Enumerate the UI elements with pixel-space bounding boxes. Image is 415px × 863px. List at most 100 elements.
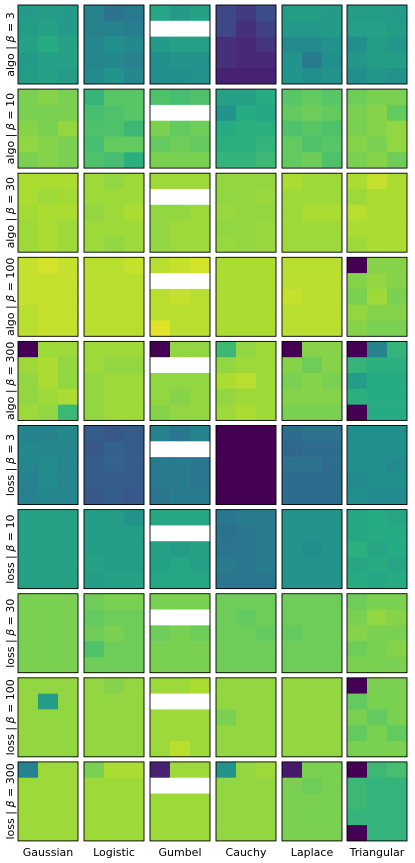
heatmap-cell [387,136,408,153]
heatmap-cell [170,257,191,274]
heatmap-cell [58,472,79,489]
heatmap-cell [170,104,191,121]
heatmap-cell [322,204,343,221]
heatmap-cell [104,5,125,22]
row-label: loss | β = 10 [4,514,17,583]
heatmap-cell [302,68,323,85]
heatmap-cell [18,36,39,53]
heatmap-cell [302,120,323,137]
panel-frame [83,509,145,590]
heatmap-cell [302,104,323,121]
heatmap-cell [124,152,145,169]
panel-frame [17,509,79,590]
heatmap-cell [38,189,59,206]
heatmap-cell [18,189,39,206]
panel-frame [17,340,79,421]
panel-frame [215,88,277,169]
heatmap-cell [282,525,303,542]
heatmap-cell [150,509,171,526]
heatmap-cell [322,425,343,442]
heatmap-cell [322,509,343,526]
heatmap-cell [18,5,39,22]
column-label: Triangular [349,846,405,859]
heatmap-cell [58,656,79,673]
heatmap-cell [150,152,171,169]
heatmap-cell [347,625,368,642]
heatmap-cell [58,152,79,169]
heatmap-cell [170,204,191,221]
heatmap-cell [347,273,368,290]
heatmap-cell [236,288,257,305]
heatmap-cell [256,761,277,778]
heatmap-cell [216,825,237,842]
heatmap-cell [190,509,211,526]
heatmap-cell [302,777,323,794]
heatmap-cell [124,656,145,673]
heatmap-cell [84,572,105,589]
heatmap-cell [18,273,39,290]
heatmap-cell [216,236,237,253]
heatmap-cell [170,136,191,153]
heatmap-cell [150,173,171,190]
heatmap-cell [367,288,388,305]
heatmap-panel-loss-100-gumbel [149,677,211,758]
heatmap-cell [302,656,323,673]
heatmap-cell [302,525,323,542]
heatmap-panel-algo-3-gaussian [17,4,79,85]
heatmap-cell [38,593,59,610]
heatmap-cell [170,641,191,658]
heatmap-cell [58,68,79,85]
panel-frame [346,256,408,337]
heatmap-cell [216,725,237,742]
heatmap-cell [347,541,368,558]
heatmap-cell [256,341,277,358]
heatmap-cell [216,404,237,421]
heatmap-cell [322,488,343,505]
heatmap-cell [367,204,388,221]
heatmap-cell [367,677,388,694]
heatmap-panel-algo-300-laplace [281,340,343,421]
heatmap-cell [322,641,343,658]
heatmap-cell [322,388,343,405]
heatmap-cell [104,541,125,558]
heatmap-cell [38,809,59,826]
heatmap-panel-loss-10-laplace [281,509,343,590]
heatmap-cell [38,525,59,542]
heatmap-cell [216,120,237,137]
heatmap-panel-loss-10-logistic [83,509,145,590]
heatmap-cell [367,257,388,274]
heatmap-cell [236,741,257,758]
heatmap-cell [150,625,171,642]
heatmap-cell [104,373,125,390]
heatmap-cell [190,320,211,337]
heatmap-cell [18,68,39,85]
heatmap-cell [387,304,408,321]
heatmap-cell [84,357,105,374]
heatmap-panel-algo-30-laplace [281,172,343,253]
heatmap-cell [18,777,39,794]
heatmap-cell [104,625,125,642]
heatmap-cell [84,525,105,542]
heatmap-cell [38,152,59,169]
heatmap-cell [236,273,257,290]
heatmap-cell [18,656,39,673]
row-label: algo | β = 30 [4,177,17,248]
heatmap-cell [302,20,323,37]
heatmap-cell [302,793,323,810]
heatmap-cell [256,793,277,810]
heatmap-cell [347,89,368,106]
heatmap-cell [18,525,39,542]
heatmap-cell [216,373,237,390]
heatmap-cell [282,761,303,778]
heatmap-cell [256,457,277,474]
heatmap-cell [18,373,39,390]
heatmap-cell [302,173,323,190]
heatmap-cell [236,52,257,69]
heatmap-cell [18,304,39,321]
heatmap-cell [58,120,79,137]
heatmap-cell [150,52,171,69]
panel-frame [149,256,211,337]
heatmap-panel-algo-30-triangular [346,172,408,253]
heatmap-cell [322,120,343,137]
heatmap-cell [170,441,191,458]
